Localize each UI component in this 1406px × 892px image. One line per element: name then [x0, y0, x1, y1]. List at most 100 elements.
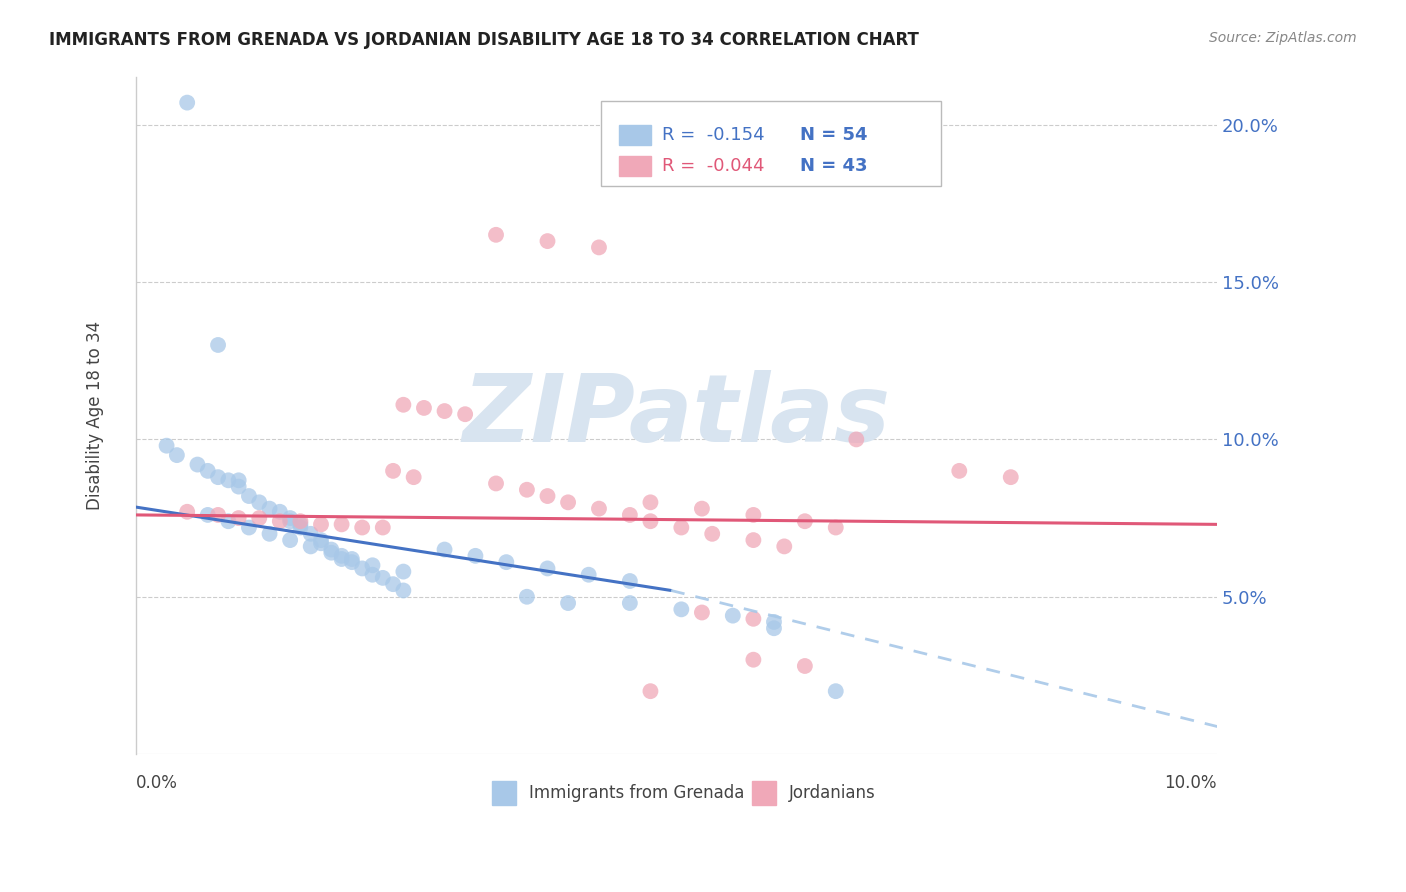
Point — [402, 470, 425, 484]
Point — [259, 526, 281, 541]
Point — [454, 407, 477, 421]
Point — [948, 464, 970, 478]
Point — [588, 240, 610, 254]
Point — [742, 653, 765, 667]
Point — [321, 546, 343, 560]
Point — [371, 520, 394, 534]
Point — [309, 536, 332, 550]
Point — [299, 526, 322, 541]
Point — [690, 501, 713, 516]
Point — [217, 473, 239, 487]
Point — [495, 555, 517, 569]
Point — [382, 577, 405, 591]
Text: IMMIGRANTS FROM GRENADA VS JORDANIAN DISABILITY AGE 18 TO 34 CORRELATION CHART: IMMIGRANTS FROM GRENADA VS JORDANIAN DIS… — [49, 31, 920, 49]
Point — [671, 520, 693, 534]
Text: ZIPatlas: ZIPatlas — [463, 370, 890, 462]
Point — [228, 511, 250, 525]
Point — [290, 520, 312, 534]
Point — [742, 612, 765, 626]
Point — [207, 338, 229, 352]
Point — [290, 514, 312, 528]
Point — [330, 549, 353, 563]
Point — [640, 495, 662, 509]
Text: N = 43: N = 43 — [800, 157, 868, 175]
Point — [166, 448, 188, 462]
FancyBboxPatch shape — [619, 125, 651, 145]
Point — [793, 659, 815, 673]
Point — [278, 533, 301, 547]
Point — [793, 514, 815, 528]
Point — [536, 489, 558, 503]
Point — [361, 567, 384, 582]
Point — [340, 555, 363, 569]
Point — [340, 552, 363, 566]
Point — [392, 565, 415, 579]
Point — [269, 505, 291, 519]
Point — [536, 234, 558, 248]
Point — [259, 501, 281, 516]
Point — [721, 608, 744, 623]
Point — [197, 464, 219, 478]
Point — [742, 508, 765, 522]
FancyBboxPatch shape — [492, 781, 516, 805]
Point — [762, 621, 785, 635]
Point — [516, 483, 538, 497]
Point — [382, 464, 405, 478]
Point — [330, 552, 353, 566]
Point — [186, 458, 208, 472]
Point — [690, 606, 713, 620]
Point — [619, 508, 641, 522]
Point — [845, 433, 868, 447]
Point — [228, 480, 250, 494]
FancyBboxPatch shape — [600, 101, 941, 186]
Point — [671, 602, 693, 616]
Text: Disability Age 18 to 34: Disability Age 18 to 34 — [86, 321, 104, 510]
Text: R =  -0.154: R = -0.154 — [662, 126, 765, 144]
Point — [352, 561, 374, 575]
Point — [228, 473, 250, 487]
Point — [824, 520, 846, 534]
Point — [702, 526, 724, 541]
Point — [247, 495, 270, 509]
Point — [433, 542, 456, 557]
Text: N = 54: N = 54 — [800, 126, 868, 144]
Point — [278, 514, 301, 528]
Point — [176, 95, 198, 110]
Text: Jordanians: Jordanians — [789, 784, 876, 802]
Point — [309, 533, 332, 547]
FancyBboxPatch shape — [752, 781, 776, 805]
Point — [536, 561, 558, 575]
Point — [485, 476, 508, 491]
Point — [321, 542, 343, 557]
FancyBboxPatch shape — [619, 156, 651, 176]
Point — [299, 540, 322, 554]
Point — [619, 574, 641, 588]
Point — [742, 533, 765, 547]
Point — [640, 684, 662, 698]
Point — [361, 558, 384, 573]
Point — [197, 508, 219, 522]
Text: Source: ZipAtlas.com: Source: ZipAtlas.com — [1209, 31, 1357, 45]
Point — [588, 501, 610, 516]
Point — [278, 511, 301, 525]
Point — [352, 520, 374, 534]
Point — [392, 398, 415, 412]
Point — [640, 514, 662, 528]
Text: 0.0%: 0.0% — [136, 774, 177, 792]
Text: 10.0%: 10.0% — [1164, 774, 1216, 792]
Point — [330, 517, 353, 532]
Text: Immigrants from Grenada: Immigrants from Grenada — [529, 784, 745, 802]
Point — [464, 549, 486, 563]
Point — [516, 590, 538, 604]
Point — [207, 470, 229, 484]
Point — [207, 508, 229, 522]
Point — [773, 540, 796, 554]
Point — [619, 596, 641, 610]
Point — [557, 596, 579, 610]
Point — [176, 505, 198, 519]
Point — [269, 514, 291, 528]
Point — [485, 227, 508, 242]
Point — [578, 567, 600, 582]
Text: R =  -0.044: R = -0.044 — [662, 157, 765, 175]
Point — [155, 439, 177, 453]
